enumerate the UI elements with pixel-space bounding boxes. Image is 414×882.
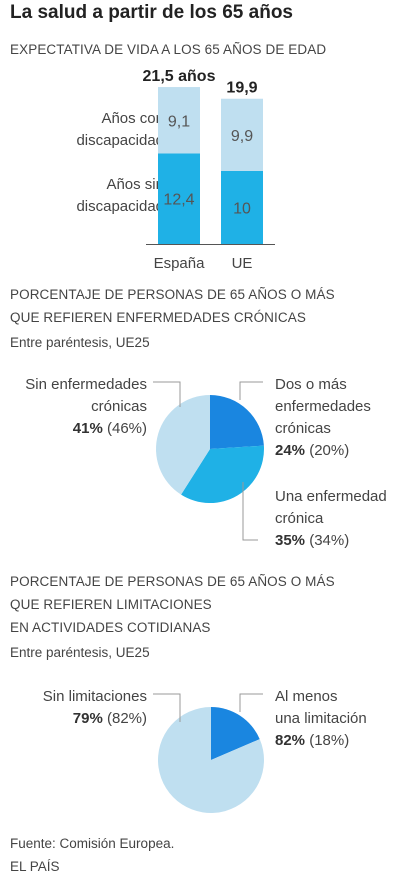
limits-subtitle-line3: EN ACTIVIDADES COTIDIANAS xyxy=(10,620,211,635)
pct-value: 41% xyxy=(72,420,103,437)
label-line: Dos o más xyxy=(275,376,347,393)
bar-total-label: 21,5 años xyxy=(143,68,216,85)
label-line: enfermedades xyxy=(275,398,371,415)
credit: EL PAÍS xyxy=(10,859,60,874)
bar-segment-ue-0 xyxy=(221,171,263,244)
bar-segment-ue-1 xyxy=(221,98,263,171)
ue-value: (18%) xyxy=(309,732,350,749)
leader-line-no-chronic xyxy=(153,381,181,407)
bar-category-label: UE xyxy=(232,255,253,272)
label-line: Al menos xyxy=(275,688,338,705)
label-no-limits: Sin limitaciones 79% (82%) xyxy=(43,686,147,730)
label-line: crónica xyxy=(275,510,324,527)
label-line: Sin limitaciones xyxy=(42,688,147,705)
chronic-subtitle-line2: QUE REFIEREN ENFERMEDADES CRÓNICAS xyxy=(10,310,306,325)
bar-segment-españa-1 xyxy=(158,87,200,154)
pct-value: 35% xyxy=(275,532,306,549)
label-line: discapacidad xyxy=(76,198,164,215)
label-two-or-more: Dos o más enfermedades crónicas 24% (20%… xyxy=(275,374,371,462)
label-values: 41% (46%) xyxy=(25,418,147,440)
bar-category-label: España xyxy=(154,255,206,272)
bar-chart-subtitle: EXPECTATIVA DE VIDA A LOS 65 AÑOS DE EDA… xyxy=(10,42,327,57)
bar-row-label-with-disability: Años con discapacidad xyxy=(76,108,164,152)
label-line: Una enfermedad xyxy=(275,488,387,505)
label-line: discapacidad xyxy=(76,132,164,149)
stacked-bar-chart: 12,4 9,1 21,5 años España 10 9,9 19,9 UE xyxy=(143,68,275,272)
source-note: Fuente: Comisión Europea. xyxy=(10,836,175,851)
bar-row-label-without-disability: Años sin discapacidad xyxy=(76,174,164,218)
leader-line-two-or-more xyxy=(239,381,263,400)
chronic-pie-chart xyxy=(153,381,264,541)
label-no-chronic: Sin enfermedades crónicas 41% (46%) xyxy=(25,374,147,440)
bar-value-label: 12,4 xyxy=(163,192,194,209)
label-line: una limitación xyxy=(275,710,367,727)
leader-line-one-chronic xyxy=(242,482,258,541)
bar-value-label: 9,9 xyxy=(231,128,253,145)
label-one-limit: Al menos una limitación 82% (18%) xyxy=(275,686,367,752)
ue-value: (46%) xyxy=(106,420,147,437)
limits-pie-chart xyxy=(153,693,264,813)
limits-subtitle-line2: QUE REFIEREN LIMITACIONES xyxy=(10,597,212,612)
ue-value: (82%) xyxy=(106,710,147,727)
page-title: La salud a partir de los 65 años xyxy=(10,2,293,23)
chronic-subtitle-line1: PORCENTAJE DE PERSONAS DE 65 AÑOS O MÁS xyxy=(10,287,335,302)
label-values: 24% (20%) xyxy=(275,440,371,462)
label-line: crónicas xyxy=(275,420,331,437)
pie-slice-1 xyxy=(158,707,264,813)
pie-slice-2 xyxy=(156,395,210,495)
leader-line-no-limits xyxy=(153,693,181,722)
label-values: 79% (82%) xyxy=(43,708,147,730)
chronic-note: Entre paréntesis, UE25 xyxy=(10,335,150,350)
pct-value: 79% xyxy=(72,710,103,727)
label-line: Sin enfermedades xyxy=(25,376,147,393)
pie-slice-0 xyxy=(211,707,260,760)
label-line: Años sin xyxy=(106,176,164,193)
label-one-chronic: Una enfermedad crónica 35% (34%) xyxy=(275,486,387,552)
label-line: crónicas xyxy=(91,398,147,415)
label-line: Años con xyxy=(101,110,164,127)
limits-note: Entre paréntesis, UE25 xyxy=(10,645,150,660)
label-values: 35% (34%) xyxy=(275,530,387,552)
pct-value: 24% xyxy=(275,442,306,459)
limits-subtitle-line1: PORCENTAJE DE PERSONAS DE 65 AÑOS O MÁS xyxy=(10,574,335,589)
bar-value-label: 10 xyxy=(233,201,251,218)
bar-value-label: 9,1 xyxy=(168,113,190,130)
pct-value: 82% xyxy=(275,732,306,749)
bar-segment-españa-0 xyxy=(158,153,200,244)
label-values: 82% (18%) xyxy=(275,730,367,752)
ue-value: (20%) xyxy=(309,442,350,459)
ue-value: (34%) xyxy=(309,532,350,549)
bar-total-label: 19,9 xyxy=(226,80,257,97)
pie-slice-0 xyxy=(210,395,264,449)
leader-line-one-limit xyxy=(239,693,263,712)
